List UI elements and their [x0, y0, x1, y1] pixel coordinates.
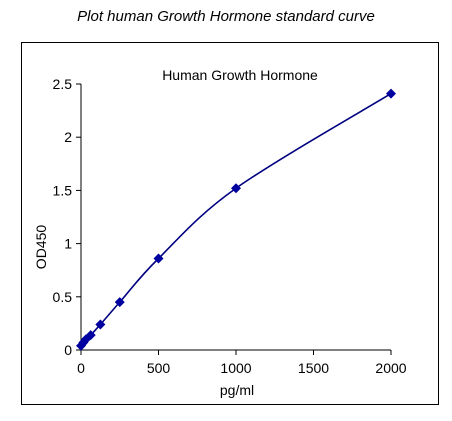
y-axis-label: OD450: [33, 225, 49, 270]
page-title: Plot human Growth Hormone standard curve: [77, 8, 375, 25]
y-tick-label: 1: [64, 236, 72, 252]
data-point: [85, 330, 96, 341]
standard-curve-chart: 0 0.5 1 1.5 2 2.5 0 500 1000 1500 2000 Human Growt…: [33, 67, 407, 398]
x-tick-label: 1500: [298, 360, 329, 376]
x-tick-label: 2000: [375, 360, 406, 376]
y-tick-label: 0: [64, 342, 72, 358]
chart-frame: 0 0.5 1 1.5 2 2.5 0 500 1000 1500 2000 Human Growt…: [21, 42, 439, 405]
y-tick-label: 1.5: [53, 182, 73, 198]
y-tick-label: 2: [64, 129, 72, 145]
y-tick-label: 2.5: [53, 76, 73, 92]
x-axis-label: pg/ml: [220, 382, 254, 398]
y-tick-label: 0.5: [53, 289, 73, 305]
data-point: [386, 88, 396, 99]
data-point: [114, 297, 125, 308]
x-tick-label: 500: [147, 360, 171, 376]
x-tick-label: 0: [77, 360, 85, 376]
data-point: [153, 253, 164, 264]
fitted-curve: [80, 92, 392, 347]
data-point: [231, 183, 241, 194]
chart-title: Human Growth Hormone: [162, 67, 318, 83]
data-point: [95, 319, 106, 330]
x-tick-label: 1000: [220, 360, 251, 376]
